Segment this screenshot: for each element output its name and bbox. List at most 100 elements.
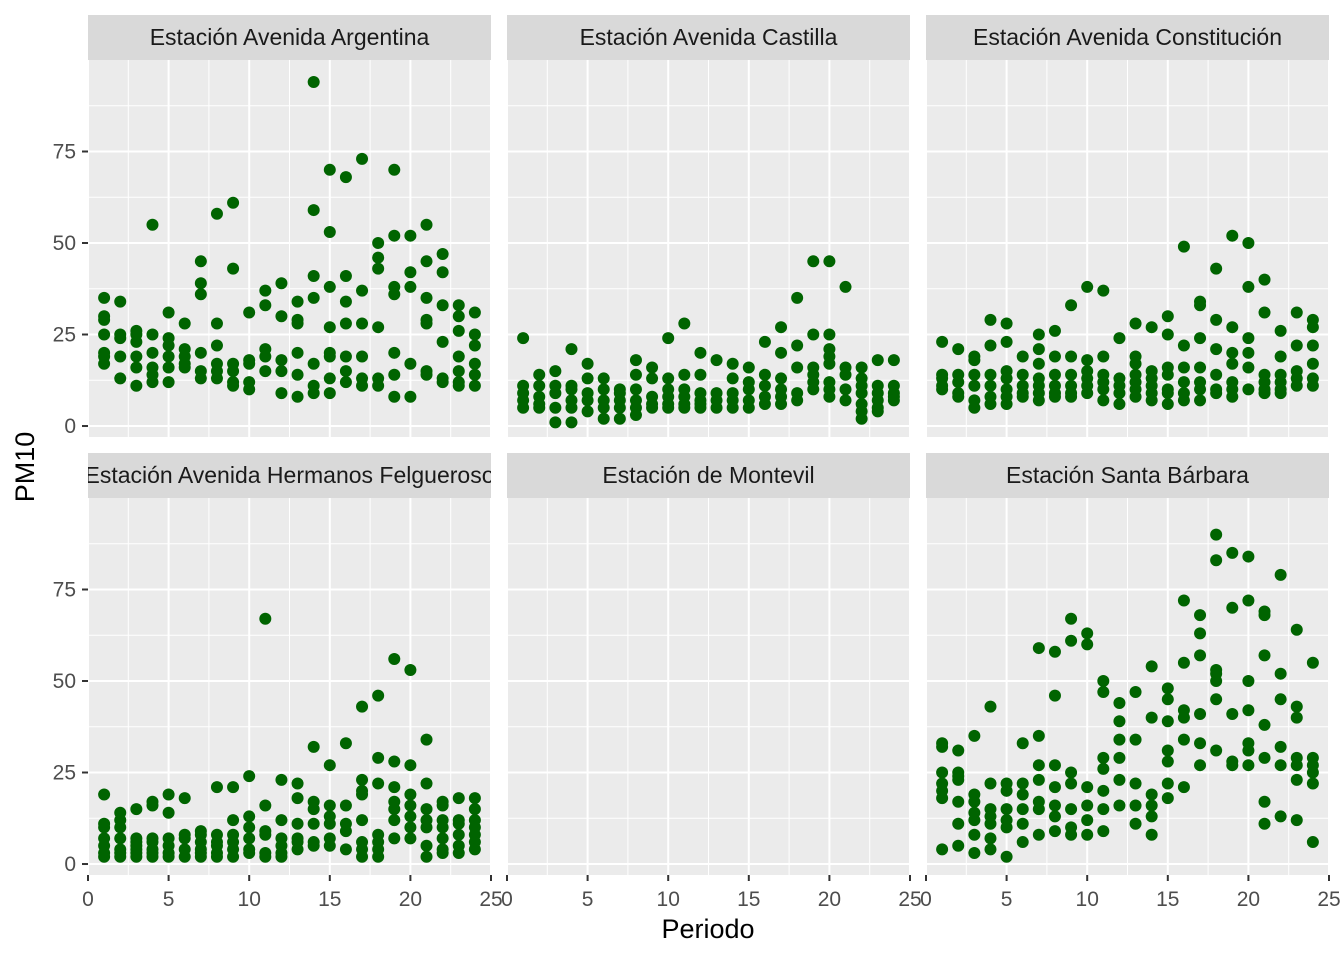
data-point bbox=[452, 365, 465, 378]
data-point bbox=[307, 75, 320, 88]
data-point bbox=[1258, 609, 1271, 622]
data-point bbox=[1274, 324, 1287, 337]
data-point bbox=[130, 379, 143, 392]
data-point bbox=[130, 803, 143, 816]
data-point bbox=[742, 401, 755, 414]
data-point bbox=[1048, 759, 1061, 772]
data-point bbox=[968, 795, 981, 808]
data-point bbox=[646, 372, 659, 385]
data-point bbox=[146, 218, 159, 231]
data-point bbox=[436, 247, 449, 260]
data-point bbox=[356, 773, 369, 786]
data-point bbox=[1129, 685, 1142, 698]
data-point bbox=[1258, 649, 1271, 662]
data-point bbox=[356, 850, 369, 863]
data-point bbox=[952, 343, 965, 356]
x-tick-label: 0 bbox=[82, 888, 94, 911]
data-point bbox=[1161, 368, 1174, 381]
data-point bbox=[436, 266, 449, 279]
data-point bbox=[1290, 814, 1303, 827]
data-point bbox=[1081, 799, 1094, 812]
data-point bbox=[162, 339, 175, 352]
data-point bbox=[984, 368, 997, 381]
data-point bbox=[1226, 390, 1239, 403]
data-point bbox=[549, 401, 562, 414]
data-point bbox=[1290, 379, 1303, 392]
data-point bbox=[356, 317, 369, 330]
data-point bbox=[1194, 361, 1207, 374]
data-point bbox=[114, 295, 127, 308]
data-point bbox=[1258, 718, 1271, 731]
data-point bbox=[1274, 759, 1287, 772]
data-point bbox=[275, 277, 288, 290]
y-tick-label: 75 bbox=[53, 141, 76, 164]
data-point bbox=[1274, 667, 1287, 680]
data-point bbox=[1290, 623, 1303, 636]
data-point bbox=[1161, 755, 1174, 768]
data-point bbox=[1032, 759, 1045, 772]
data-point bbox=[307, 803, 320, 816]
data-point bbox=[968, 401, 981, 414]
data-point bbox=[807, 255, 820, 268]
data-point bbox=[404, 280, 417, 293]
data-point bbox=[356, 814, 369, 827]
data-point bbox=[291, 295, 304, 308]
data-point bbox=[823, 255, 836, 268]
data-point bbox=[1065, 350, 1078, 363]
data-point bbox=[291, 843, 304, 856]
data-point bbox=[1000, 850, 1013, 863]
data-point bbox=[259, 850, 272, 863]
data-point bbox=[710, 354, 723, 367]
data-point bbox=[436, 299, 449, 312]
data-point bbox=[1210, 262, 1223, 275]
data-point bbox=[388, 229, 401, 242]
data-point bbox=[742, 361, 755, 374]
data-point bbox=[420, 803, 433, 816]
data-point bbox=[307, 387, 320, 400]
data-point bbox=[758, 398, 771, 411]
data-point bbox=[323, 163, 336, 176]
data-point bbox=[307, 357, 320, 370]
data-point bbox=[259, 365, 272, 378]
data-point bbox=[388, 346, 401, 359]
data-point bbox=[259, 299, 272, 312]
data-point bbox=[678, 317, 691, 330]
data-point bbox=[984, 398, 997, 411]
data-point bbox=[1274, 810, 1287, 823]
data-point bbox=[98, 821, 111, 834]
data-point bbox=[243, 832, 256, 845]
data-point bbox=[162, 306, 175, 319]
data-point bbox=[1065, 828, 1078, 841]
data-point bbox=[1048, 645, 1061, 658]
data-point bbox=[549, 365, 562, 378]
data-point bbox=[291, 817, 304, 830]
data-point bbox=[1194, 394, 1207, 407]
data-point bbox=[323, 226, 336, 239]
data-point bbox=[1097, 803, 1110, 816]
data-point bbox=[210, 850, 223, 863]
data-point bbox=[404, 266, 417, 279]
data-point bbox=[758, 368, 771, 381]
data-point bbox=[452, 817, 465, 830]
data-point bbox=[1242, 361, 1255, 374]
data-point bbox=[1258, 306, 1271, 319]
data-point bbox=[549, 416, 562, 429]
data-point bbox=[1210, 387, 1223, 400]
data-point bbox=[533, 379, 546, 392]
data-point bbox=[565, 401, 578, 414]
data-point bbox=[1145, 828, 1158, 841]
data-point bbox=[404, 390, 417, 403]
data-point bbox=[420, 821, 433, 834]
data-point bbox=[323, 839, 336, 852]
x-tick-label: 15 bbox=[737, 888, 760, 911]
data-point bbox=[1177, 733, 1190, 746]
data-point bbox=[984, 843, 997, 856]
data-point bbox=[1097, 825, 1110, 838]
data-point bbox=[1081, 828, 1094, 841]
data-point bbox=[291, 317, 304, 330]
data-point bbox=[388, 832, 401, 845]
data-point bbox=[98, 357, 111, 370]
data-point bbox=[307, 204, 320, 217]
data-point bbox=[243, 770, 256, 783]
data-point bbox=[1097, 394, 1110, 407]
